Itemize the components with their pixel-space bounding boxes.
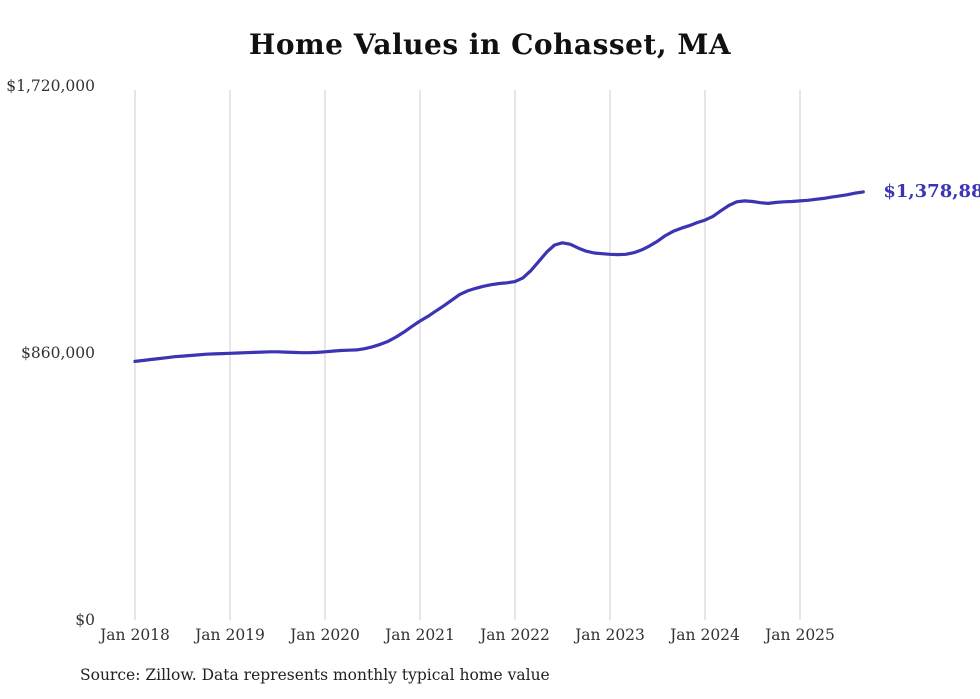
x-axis-tick-label: Jan 2025 xyxy=(763,626,835,644)
chart-title: Home Values in Cohasset, MA xyxy=(248,28,732,61)
x-axis-tick-label: Jan 2018 xyxy=(98,626,170,644)
source-note: Source: Zillow. Data represents monthly … xyxy=(80,666,550,684)
x-axis-tick-label: Jan 2022 xyxy=(478,626,550,644)
y-axis-tick-label: $860,000 xyxy=(21,344,95,362)
x-axis-tick-label: Jan 2021 xyxy=(383,626,455,644)
x-axis-tick-label: Jan 2020 xyxy=(288,626,360,644)
y-axis-tick-label: $0 xyxy=(75,611,95,629)
x-axis-tick-label: Jan 2023 xyxy=(573,626,645,644)
x-axis-tick-label: Jan 2019 xyxy=(193,626,265,644)
end-value-label: $1,378,88 xyxy=(883,180,980,202)
x-axis-tick-label: Jan 2024 xyxy=(668,626,740,644)
home-value-line xyxy=(133,190,865,363)
y-axis-tick-label: $1,720,000 xyxy=(6,77,95,95)
